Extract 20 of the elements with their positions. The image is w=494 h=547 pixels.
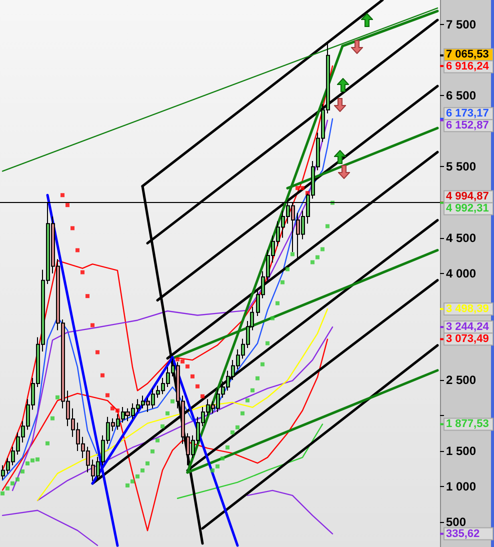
y-tick-label: 4 000 (446, 266, 476, 280)
y-tick-label: 500 (446, 515, 466, 530)
y2-tick-label: 335,62 (446, 528, 480, 540)
y2-tick-label: 6 916,24 (446, 60, 490, 73)
y2-tick-label: 6 152,87 (446, 120, 489, 132)
y-tick-label: 4 500 (446, 230, 476, 245)
y-tick-label: 7 500 (446, 18, 476, 32)
y2-tick-label: 1 877,53 (446, 418, 489, 430)
y-tick-label: 1 500 (446, 444, 476, 458)
y2-tick-label: 3 244,24 (446, 321, 490, 334)
y2-tick-label: 7 065,53 (446, 48, 489, 61)
y-tick-label: 2 500 (446, 372, 476, 387)
y2-tick-label: 4 992,31 (446, 202, 489, 215)
y2-tick-label: 4 994,87 (446, 190, 489, 203)
y2-tick-label: 3 073,49 (446, 333, 489, 346)
y-tick-label: 5 500 (446, 160, 476, 174)
y-tick-label: 6 500 (446, 88, 476, 103)
y2-tick-label: 3 498,39 (446, 302, 489, 315)
y2-tick-label: 6 173,17 (446, 108, 489, 120)
y-tick-label: 1 000 (446, 480, 476, 494)
